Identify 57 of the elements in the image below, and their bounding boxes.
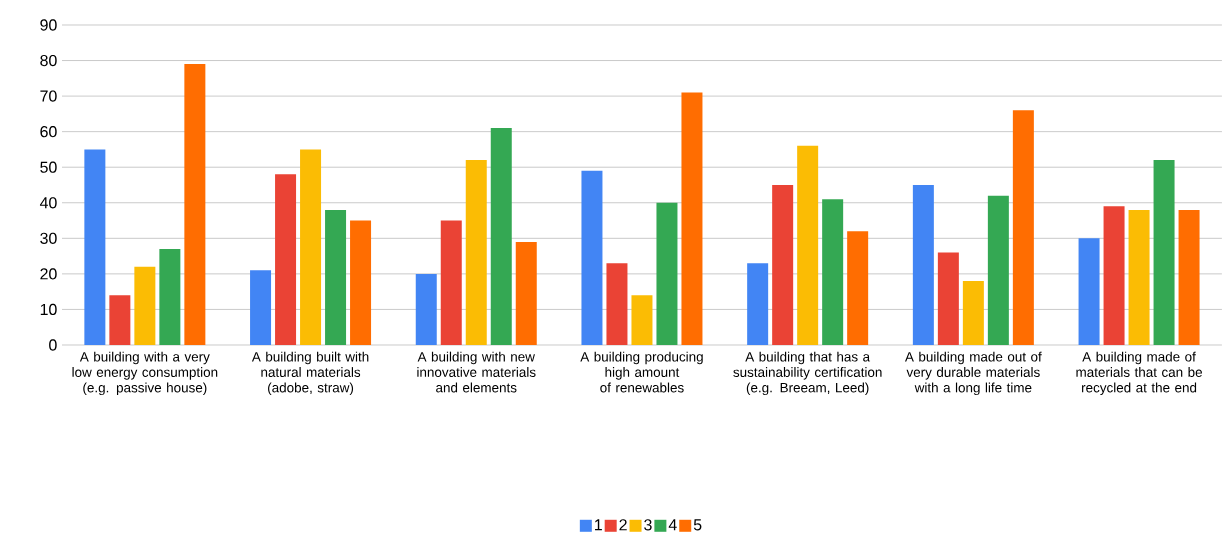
y-tick-label: 60 <box>40 126 57 138</box>
x-tick-label: A building with a very low energy consumption (e.g. passive house) <box>72 351 218 396</box>
bar <box>1103 206 1125 345</box>
bar <box>987 195 1009 345</box>
y-tick-label: 80 <box>40 54 57 67</box>
bar <box>797 145 819 345</box>
y-tick-label: 30 <box>40 232 57 244</box>
bar <box>962 280 984 345</box>
bar <box>822 199 844 345</box>
bar <box>581 170 603 345</box>
bar <box>681 92 703 345</box>
bar <box>300 149 322 345</box>
bar <box>631 295 653 345</box>
x-tick-label: A building with new innovative materials and elements <box>417 351 536 393</box>
bar <box>134 266 156 345</box>
bar <box>772 184 794 345</box>
bar <box>490 128 512 345</box>
bar <box>847 231 869 345</box>
bar <box>606 263 628 345</box>
legend-label: 5 <box>693 519 702 531</box>
bar <box>1012 110 1034 345</box>
bar <box>415 273 437 345</box>
bar <box>1153 160 1175 345</box>
x-tick-label: A building producing high amount of renewables <box>580 351 703 393</box>
x-tick-label: A building built with natural materials (adobe, straw) <box>251 351 369 396</box>
bar <box>747 263 769 345</box>
legend-label: 2 <box>619 519 627 531</box>
bar <box>1128 209 1150 345</box>
bar <box>465 160 487 345</box>
y-tick-label: 90 <box>40 19 57 31</box>
bar <box>109 295 131 345</box>
bar <box>250 270 272 345</box>
y-tick-label: 70 <box>40 90 57 102</box>
bar <box>937 252 959 345</box>
legend-label: 4 <box>668 519 677 531</box>
bar <box>84 149 106 345</box>
x-tick-label: A building that has a sustainability certification (e.g. Breeam, Leed) <box>733 351 882 396</box>
x-tick-label: A building made of materials that can be recycled at the end <box>1076 351 1202 396</box>
x-tick-label: A building made out of very durable materials with a long life time <box>904 351 1042 396</box>
bar <box>1078 238 1100 345</box>
bar <box>515 241 537 345</box>
bar <box>912 184 934 345</box>
y-tick-label: 40 <box>39 197 57 209</box>
bar <box>325 209 347 345</box>
legend-label: 3 <box>644 519 652 531</box>
bar <box>656 202 678 345</box>
y-tick-label: 20 <box>40 268 57 280</box>
bar <box>350 220 372 345</box>
y-tick-label: 50 <box>40 161 57 173</box>
bar <box>440 220 462 345</box>
legend-label: 1 <box>595 519 602 531</box>
bar <box>275 174 297 345</box>
y-tick-label: 0 <box>49 339 57 351</box>
bar <box>184 64 206 345</box>
y-tick-label: 10 <box>40 303 57 316</box>
bar <box>159 248 181 345</box>
bar <box>1178 209 1200 345</box>
